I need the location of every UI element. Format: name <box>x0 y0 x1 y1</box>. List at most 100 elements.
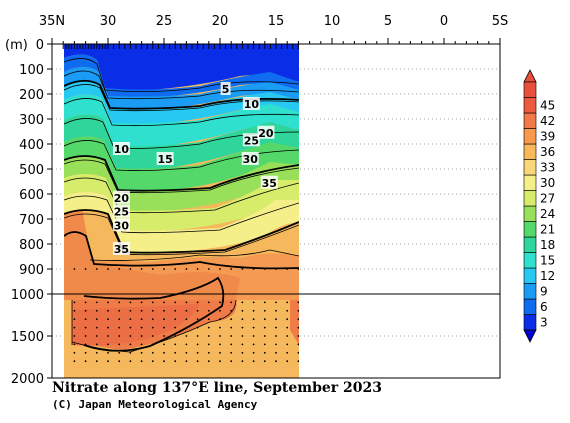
colorbar-tick-label: 36 <box>540 145 555 159</box>
sample-dot <box>297 360 299 363</box>
contour-label: 35 <box>262 177 277 190</box>
sample-dot <box>196 351 199 354</box>
sample-dot <box>219 335 221 337</box>
contour-label-bg <box>112 218 130 232</box>
sample-dot <box>151 301 154 304</box>
sample-dot <box>163 318 165 321</box>
x-axis-ticks: 35N 30 25 20 15 10 5 0 5S <box>39 14 508 44</box>
sample-dot <box>230 326 233 329</box>
sample-dot <box>207 343 210 346</box>
sample-dot <box>140 268 143 270</box>
x-tick-label: 5S <box>492 14 509 29</box>
sample-dot <box>73 318 76 321</box>
sample-dot <box>118 343 121 346</box>
sample-dot <box>174 301 177 304</box>
x-tick-label: 10 <box>324 14 341 29</box>
contour-label: 20 <box>114 192 130 205</box>
sample-dot <box>219 318 221 321</box>
contour-label: 35 <box>114 243 129 256</box>
chart-credit: (C) Japan Meteorological Agency <box>52 398 258 411</box>
sample-dot <box>140 301 143 304</box>
sample-dot <box>185 309 188 312</box>
sample-dot <box>230 309 233 312</box>
contour-label-bg <box>112 204 130 218</box>
sample-dot <box>196 343 199 346</box>
sample-dot <box>107 343 109 346</box>
sample-dot <box>241 351 244 354</box>
sample-dot <box>73 309 76 312</box>
y-tick-label: 2000 <box>11 372 44 387</box>
sample-dot <box>286 343 289 346</box>
sample-dot <box>207 268 210 270</box>
sample-dot <box>241 360 244 363</box>
y-tick-label: 500 <box>19 163 44 178</box>
y-tick-label: 700 <box>19 213 44 228</box>
sample-dot <box>73 351 76 354</box>
sample-dot <box>174 309 177 312</box>
sample-dot <box>118 335 121 337</box>
sample-dot <box>252 351 255 354</box>
sample-dot <box>107 351 109 354</box>
sample-dot <box>263 301 266 304</box>
colorbar-segment <box>523 283 537 300</box>
sample-dot <box>219 351 221 354</box>
sample-dot <box>275 326 277 329</box>
contour-lines <box>64 58 299 353</box>
sample-dot <box>286 301 289 304</box>
sample-dot <box>129 309 132 312</box>
contour-label: 25 <box>114 206 129 219</box>
y-tick-label: 600 <box>19 188 44 203</box>
sample-dot <box>286 318 289 321</box>
y-tick-label: 400 <box>19 138 44 153</box>
colorbar-segment <box>523 252 537 269</box>
sample-dot <box>286 268 289 270</box>
sample-dot <box>230 335 233 337</box>
colorbar-tick-label: 24 <box>540 207 555 221</box>
sample-dot <box>207 351 210 354</box>
x-tick-label: 15 <box>268 14 285 29</box>
sample-dot <box>252 335 255 337</box>
x-tick-label: 5 <box>384 14 392 29</box>
colorbar-tick-label: 3 <box>540 315 548 329</box>
station-ticks <box>62 44 299 49</box>
sample-dot <box>297 351 299 354</box>
sample-dot <box>297 309 299 312</box>
y-axis-ticks: 0 100 200 300 400 500 600 700 800 900 1000 1500 2000 <box>11 38 52 387</box>
colorbar-segment <box>523 190 537 207</box>
sample-dot <box>185 351 188 354</box>
sample-dot <box>129 335 132 337</box>
sample-dot <box>286 309 289 312</box>
sample-dot <box>107 301 109 304</box>
sample-dot <box>163 351 165 354</box>
sample-dot <box>73 268 76 270</box>
sample-dot <box>174 268 177 270</box>
sample-dot <box>297 318 299 321</box>
sample-dot <box>73 326 76 329</box>
sample-dot <box>241 309 244 312</box>
sample-dot <box>163 360 165 363</box>
sample-dot <box>196 360 199 363</box>
sample-dot <box>286 335 289 337</box>
y-tick-label: 100 <box>19 63 44 78</box>
sample-dot <box>84 318 87 321</box>
contour-label: 10 <box>114 143 130 156</box>
sample-dot <box>275 360 277 363</box>
sample-dot <box>118 309 121 312</box>
sample-dot <box>73 343 76 346</box>
contour-label: 10 <box>244 98 260 111</box>
sampling-points <box>73 268 299 363</box>
colorbar-tick-label: 27 <box>540 191 555 205</box>
sample-dot <box>207 318 210 321</box>
sample-dot <box>219 343 221 346</box>
colorbar-min-arrow <box>523 329 537 343</box>
sample-dot <box>107 309 109 312</box>
sample-dot <box>297 301 299 304</box>
colorbar-tick-label: 15 <box>540 253 555 267</box>
sample-dot <box>84 309 87 312</box>
x-tick-label: 35N <box>39 14 65 29</box>
sample-dot <box>297 268 299 270</box>
sample-dot <box>107 318 109 321</box>
colorbar-segment <box>523 97 537 114</box>
sample-dot <box>163 335 165 337</box>
